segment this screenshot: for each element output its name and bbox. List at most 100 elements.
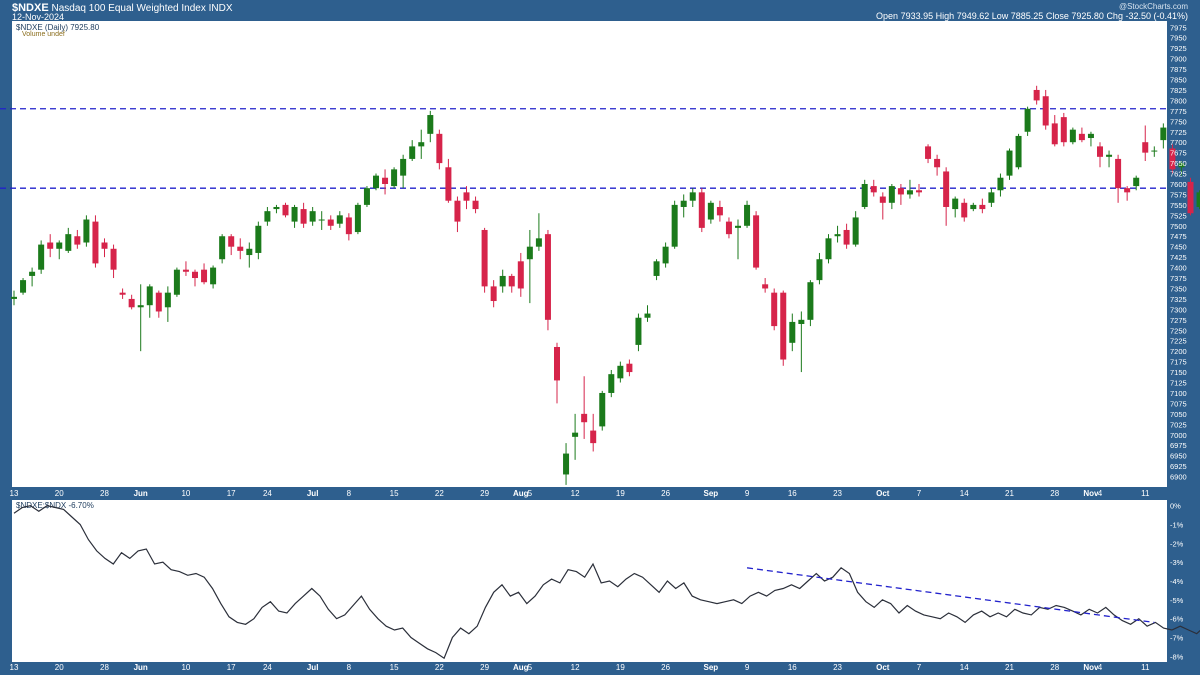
price-tick-label: 7300 [1170, 305, 1187, 314]
candle-up [852, 217, 859, 245]
candle-down [554, 346, 560, 381]
ratio-line [13, 505, 1200, 660]
date-tick-label: 14 [960, 489, 969, 498]
candle-down [327, 219, 334, 226]
candle-down [843, 229, 850, 245]
candle-up [318, 219, 325, 221]
date-tick-label: 11 [1141, 489, 1150, 498]
ratio-tick-label: -6% [1170, 615, 1184, 624]
candle-down [725, 221, 732, 235]
price-tick-label: 7700 [1170, 138, 1187, 147]
candle-up [1024, 108, 1031, 132]
candle-up [391, 169, 398, 187]
ratio-date-tick-label: 21 [1005, 663, 1014, 672]
price-tick-label: 7900 [1170, 55, 1187, 64]
date-tick-label: 19 [616, 489, 625, 498]
date-tick-label: 13 [10, 489, 19, 498]
candle-down [1060, 117, 1067, 143]
date-tick-label: 28 [1050, 489, 1059, 498]
price-tick-label: 7075 [1170, 399, 1187, 408]
date-tick-label: 16 [788, 489, 797, 498]
ratio-tick-label: -2% [1170, 539, 1184, 548]
candle-up [336, 215, 343, 224]
date-tick-label: 12 [571, 489, 580, 498]
candle-up [1151, 150, 1158, 152]
candle-down [1033, 89, 1040, 101]
candle-up [427, 115, 434, 134]
high-label: High [935, 11, 955, 21]
candle-up [617, 365, 624, 379]
date-tick-label: 22 [435, 489, 444, 498]
low-value: 7885.25 [1010, 11, 1044, 21]
candle-down [925, 146, 932, 159]
ratio-date-tick-label: 28 [1050, 663, 1059, 672]
low-label: Low [991, 11, 1009, 21]
candle-up [164, 292, 171, 308]
candle-up [210, 267, 217, 285]
candle-up [707, 202, 714, 220]
candle-up [816, 259, 823, 281]
price-tick-label: 6925 [1170, 462, 1187, 471]
candle-up [798, 319, 805, 325]
date-tick-label: Sep [704, 489, 719, 498]
ratio-date-tick-label: 20 [55, 663, 64, 672]
candle-down [698, 192, 705, 228]
price-tick-label: 7350 [1170, 284, 1187, 293]
candle-up [363, 188, 370, 205]
price-tick-label: 6900 [1170, 473, 1187, 482]
date-tick-label: 26 [661, 489, 670, 498]
date-tick-label: Jul [307, 489, 319, 498]
candle-up [1196, 192, 1200, 207]
candle-down [762, 284, 769, 289]
candle-up [56, 242, 63, 249]
date-tick-label: 17 [227, 489, 236, 498]
candle-down [1115, 158, 1122, 189]
ratio-date-tick-label: 16 [788, 663, 797, 672]
price-tick-label: 7725 [1170, 128, 1187, 137]
price-tick-label: 7975 [1170, 23, 1187, 32]
price-legend: $NDXE (Daily) 7925.80 [16, 23, 100, 32]
candle-up [309, 211, 316, 222]
candle-up [409, 146, 416, 159]
ratio-date-tick-label: 7 [917, 663, 922, 672]
symbol: $NDXE [12, 2, 49, 14]
candle-down [1169, 148, 1176, 170]
candle-down [300, 209, 307, 224]
price-tick-label: 7100 [1170, 389, 1187, 398]
price-tick-label: 7125 [1170, 379, 1187, 388]
candle-down [517, 261, 524, 289]
price-tick-label: 7225 [1170, 337, 1187, 346]
price-tick-label: 7250 [1170, 326, 1187, 335]
candle-down [1187, 181, 1194, 214]
candle-down [74, 236, 81, 245]
ratio-date-tick-label: 13 [10, 663, 19, 672]
ratio-tick-label: 0% [1170, 502, 1181, 511]
candle-up [644, 313, 651, 318]
date-tick-label: 24 [263, 489, 272, 498]
candle-down [590, 430, 597, 444]
candle-down [128, 298, 135, 308]
price-tick-label: 7625 [1170, 170, 1187, 179]
price-tick-label: 7000 [1170, 431, 1187, 440]
candle-up [1069, 129, 1076, 143]
ratio-date-tick-label: 28 [100, 663, 109, 672]
ratio-date-tick-label: Nov [1083, 663, 1099, 672]
price-tick-label: 7450 [1170, 243, 1187, 252]
open-value: 7933.95 [900, 11, 934, 21]
ratio-date-tick-label: 10 [181, 663, 190, 672]
ratio-date-tick-label: 5 [528, 663, 533, 672]
ratio-date-tick-label: 8 [347, 663, 352, 672]
candle-down [454, 200, 461, 222]
price-panel: $NDXE (Daily) 7925.80 Volume undef [12, 21, 1167, 487]
candle-down [870, 186, 877, 193]
candle-up [146, 286, 153, 306]
candle-down [1124, 188, 1131, 193]
date-tick-label: 4 [1098, 489, 1103, 498]
candle-down [228, 236, 235, 247]
candle-down [463, 192, 470, 201]
candle-down [119, 292, 126, 295]
candle-up [83, 219, 90, 243]
price-tick-label: 7050 [1170, 410, 1187, 419]
candle-up [535, 238, 542, 247]
candle-down [182, 269, 189, 272]
